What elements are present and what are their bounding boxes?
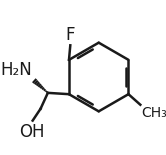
Text: OH: OH — [19, 123, 45, 141]
Text: F: F — [66, 26, 75, 44]
Text: H₂N: H₂N — [0, 61, 32, 79]
Text: CH₃: CH₃ — [141, 106, 166, 120]
